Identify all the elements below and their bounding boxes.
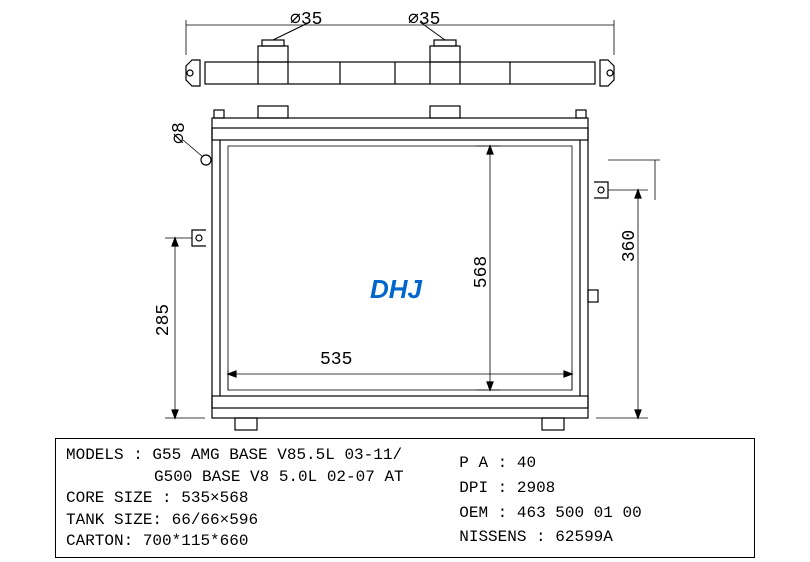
- models-row-2: G500 BASE V8 5.0L 02-07 AT: [66, 467, 459, 489]
- carton-label: CARTON:: [66, 532, 133, 550]
- models-row: MODELS : G55 AMG BASE V85.5L 03-11/: [66, 445, 459, 467]
- front-view: [165, 106, 660, 430]
- dim-568: 568: [472, 256, 492, 288]
- dpi-label: DPI :: [459, 479, 507, 497]
- dim-dia35-left: ⌀35: [290, 8, 322, 30]
- tank-size-value: 66/66×596: [172, 511, 258, 529]
- carton-value: 700*115*660: [143, 532, 249, 550]
- dim-dia8: ⌀8: [168, 122, 190, 144]
- dpi-row: DPI : 2908: [459, 476, 744, 501]
- spec-right-column: P A : 40 DPI : 2908 OEM : 463 500 01 00 …: [459, 445, 744, 551]
- dpi-value: 2908: [517, 479, 555, 497]
- nissens-value: 62599A: [555, 528, 613, 546]
- pa-row: P A : 40: [459, 451, 744, 476]
- pa-label: P A :: [459, 454, 507, 472]
- dim-dia35-right: ⌀35: [408, 8, 440, 30]
- oem-label: OEM :: [459, 504, 507, 522]
- brand-logo: DHJ: [370, 274, 422, 305]
- technical-drawing: ⌀35 ⌀35 ⌀8 285 360 568 535 DHJ: [0, 0, 810, 438]
- spec-left-column: MODELS : G55 AMG BASE V85.5L 03-11/ G500…: [66, 445, 459, 551]
- oem-row: OEM : 463 500 01 00: [459, 501, 744, 526]
- dim-285: 285: [154, 304, 174, 336]
- dim-360: 360: [620, 230, 640, 262]
- oem-value: 463 500 01 00: [517, 504, 642, 522]
- core-size-row: CORE SIZE : 535×568: [66, 488, 459, 510]
- nissens-row: NISSENS : 62599A: [459, 525, 744, 550]
- pa-value: 40: [517, 454, 536, 472]
- carton-row: CARTON: 700*115*660: [66, 531, 459, 553]
- tank-size-label: TANK SIZE:: [66, 511, 162, 529]
- core-size-label: CORE SIZE :: [66, 489, 172, 507]
- core-size-value: 535×568: [181, 489, 248, 507]
- spec-table: MODELS : G55 AMG BASE V85.5L 03-11/ G500…: [55, 438, 755, 558]
- tank-size-row: TANK SIZE: 66/66×596: [66, 510, 459, 532]
- models-value-1: G55 AMG BASE V85.5L 03-11/: [152, 446, 402, 464]
- top-view: [186, 20, 614, 86]
- dim-535: 535: [320, 350, 352, 370]
- nissens-label: NISSENS :: [459, 528, 545, 546]
- models-label: MODELS :: [66, 446, 143, 464]
